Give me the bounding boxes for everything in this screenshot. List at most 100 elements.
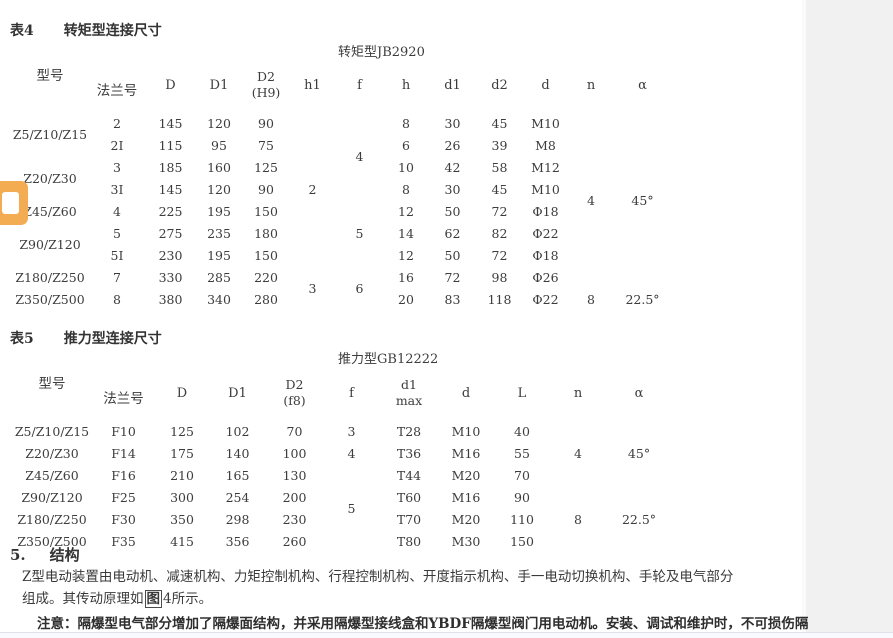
cell: 30 [444,181,461,197]
cell-alpha: 22.5° [625,291,660,307]
paragraph-line-1: Z型电动装置由电动机、减速机构、力矩控制机构、行程控制机构、开度指示机构、手一电… [22,569,734,585]
cell-h1: 2 [308,181,317,197]
cell: 298 [225,511,250,527]
paragraph-line-2-pre: 组成。其传动原理如 [22,591,144,607]
cell: 195 [207,203,231,219]
cell: Φ22 [532,291,559,307]
cell-model: Z20/Z30 [25,445,79,461]
cell-alpha: 45° [631,192,654,208]
cell: 3I [110,181,124,197]
cell: 330 [158,269,183,285]
table-row: 3I 145 120 90 8 30 45 M10 [12,178,671,200]
floating-widget-button[interactable] [0,181,28,225]
paragraph-line-2: 组成。其传动原理如图 4所示。 [22,588,794,610]
cell: 225 [158,203,183,219]
cell: 150 [510,533,534,549]
section-title: 结构 [49,546,80,564]
col-header-D2: D2 (H9) [243,58,289,112]
page-outside-area [802,0,893,632]
col-header-d: d [541,77,550,93]
cell: 175 [170,445,194,461]
cell: 98 [491,269,508,285]
cell-alpha: 45° [627,445,651,461]
table-row: Z350/Z500 F35 415 356 260 T80 M30 150 [12,530,672,552]
cell: 200 [282,489,307,505]
table-row: Z20/Z30 F14 175 140 100 4 T36 M16 55 [12,442,672,464]
cell-f: 3 [347,423,356,439]
cell: 16 [398,269,414,285]
section-number: 5. [10,546,26,564]
cell: 90 [258,181,274,197]
cell: 82 [491,225,508,241]
cell: 2 [113,115,121,131]
cell: 14 [398,225,414,241]
table-row: Z45/Z60 F16 210 165 130 5 T44 M20 70 [12,464,672,516]
table-row: Z90/Z120 5 275 235 180 14 62 82 Φ22 [12,222,671,252]
cell: 5 [113,225,121,241]
cell-model: Z350/Z500 [17,533,87,549]
table4-caption: 表4 转矩型连接尺寸 [10,20,162,40]
col-header-D: D [165,77,176,93]
cell: 356 [225,533,250,549]
cell: 72 [491,203,508,219]
table-row: Z180/Z250 F30 350 298 230 T70 M20 110 [12,508,672,530]
col-header-L: L [517,385,527,401]
col-header-h1: h1 [304,77,321,93]
table-row: Z350/Z500 8 380 340 280 20 83 118 Φ22 8 … [12,288,671,310]
cell-model: Z45/Z60 [25,467,79,483]
table5-number: 表5 [10,331,34,347]
cell: 40 [514,423,530,439]
cell: 110 [510,511,534,527]
cell: M10 [531,115,560,131]
cell: 6 [402,137,410,153]
col-header-alpha: α [638,77,647,93]
cell-f: 5 [355,225,364,241]
cell: 254 [225,489,250,505]
cell: 165 [225,467,250,483]
cell: 350 [170,511,194,527]
figure-reference[interactable]: 图 [144,590,162,608]
col-header-f: f [357,77,362,93]
cell: 8 [113,291,121,307]
cell: 58 [491,159,508,175]
cell: F10 [111,423,136,439]
cell-f: 4 [347,445,356,461]
cell: 50 [444,247,461,263]
table-row: 5I 230 195 150 12 50 72 Φ18 [12,244,671,266]
cell-model: Z350/Z500 [15,291,85,307]
cell: 12 [398,247,414,263]
col-header-d1-main: d1 [401,377,417,392]
cell-f: 6 [355,280,364,296]
cell: 83 [444,291,461,307]
cell: M10 [531,181,560,197]
cell: Φ18 [532,247,559,263]
cell: 195 [207,247,231,263]
cell: F35 [111,533,136,549]
col-header-flange: 法兰号 [96,83,138,99]
cell: 70 [286,423,303,439]
page-bottom-divider [0,632,893,638]
col-header-model: 型号 [36,68,64,84]
cell: Φ22 [532,225,559,241]
warning-note: 注意：隔爆型电气部分增加了隔爆面结构，并采用隔爆型接线盒和YBDF隔爆型阀门用电… [37,616,809,632]
cell-model: Z180/Z250 [17,511,87,527]
cell: 230 [282,511,307,527]
cell: 30 [444,115,461,131]
col-header-f: f [349,385,354,401]
cell: 26 [444,137,461,153]
col-header-d1max: d1 max [380,366,438,420]
col-header-d: d [461,385,471,401]
cell: 102 [225,423,250,439]
cell: 260 [282,533,307,549]
cell: 62 [444,225,461,241]
cell: M30 [451,533,481,549]
cell: 275 [158,225,183,241]
col-header-d1-sub: max [395,393,423,408]
table5-title: 推力型连接尺寸 [63,331,162,347]
cell: F14 [111,445,136,461]
cell: 300 [170,489,194,505]
cell: 145 [158,181,183,197]
col-header-model: 型号 [38,376,66,392]
cell: 75 [258,137,274,153]
cell: M10 [451,423,481,439]
